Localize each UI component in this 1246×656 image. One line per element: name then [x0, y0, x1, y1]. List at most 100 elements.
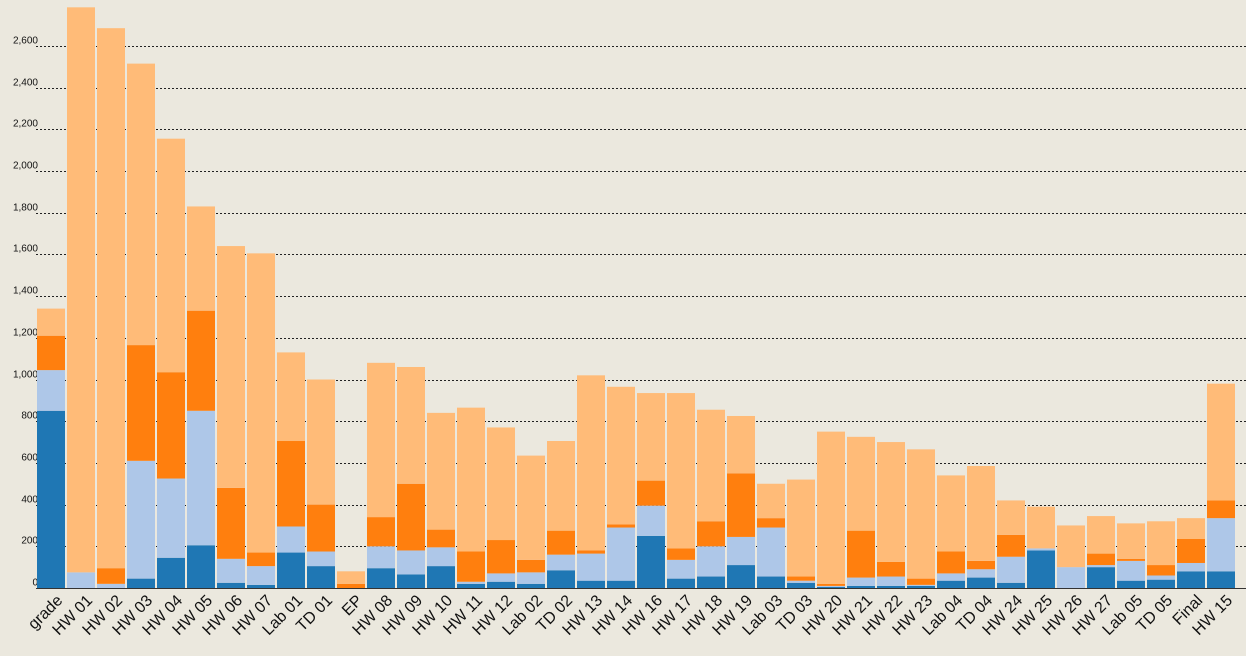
y-tick-label: 2,200	[13, 119, 38, 130]
y-tick-label: 400	[21, 495, 38, 506]
bar-segment	[817, 586, 845, 588]
bar-segment	[277, 352, 305, 442]
y-tick-label: 2,600	[13, 36, 38, 47]
bar-segment	[547, 570, 575, 588]
bar-segment	[217, 558, 245, 583]
bar-segment	[427, 529, 455, 548]
bar-segment	[367, 546, 395, 569]
bar-segment	[667, 393, 695, 549]
bar-segment	[607, 580, 635, 588]
bar-segment	[97, 568, 125, 584]
bar-segment	[907, 578, 935, 585]
bar-segment	[187, 310, 215, 411]
bar-segment	[337, 583, 365, 588]
bar-segment	[457, 551, 485, 582]
bar-segment	[1087, 516, 1115, 554]
bar-segment	[847, 585, 875, 588]
bar-segment	[1117, 580, 1145, 588]
y-tick-label: 2,000	[13, 161, 38, 172]
y-tick-label: 1,800	[13, 203, 38, 214]
y-axis: 0 200 400 600 800 1,000 1,200 1,400 1,600 1,800 2,…	[13, 36, 38, 589]
bar-segment	[457, 583, 485, 588]
bar-segment	[547, 441, 575, 531]
bar-segment	[757, 518, 785, 528]
bar-segment	[517, 583, 545, 588]
bar-segment	[427, 566, 455, 588]
bar-segment	[367, 517, 395, 547]
y-tick-label: 1,200	[13, 328, 38, 339]
bar-segment	[277, 526, 305, 553]
bar-segment	[487, 540, 515, 574]
bar-segment	[577, 550, 605, 554]
bar-segment	[277, 552, 305, 588]
bar-segment	[967, 466, 995, 561]
bar-segment	[397, 574, 425, 588]
bar-segment	[127, 578, 155, 588]
y-tick-label: 800	[21, 411, 38, 422]
bar-segment	[1147, 565, 1175, 576]
bar-segment	[607, 527, 635, 581]
bar-segment	[727, 415, 755, 474]
bar-segment	[1117, 523, 1145, 559]
bar-segment	[277, 441, 305, 527]
bar-segment	[997, 500, 1025, 535]
bar-segment	[697, 521, 725, 547]
bar-segment	[127, 345, 155, 461]
bar-segment	[247, 584, 275, 588]
bar-segment	[847, 530, 875, 578]
bar-segment	[397, 483, 425, 551]
bar-segment	[727, 536, 755, 566]
bar-segment	[787, 479, 815, 577]
bar-segment	[1207, 383, 1235, 501]
bar-segment	[187, 206, 215, 311]
bar-segment	[1207, 571, 1235, 588]
bar-segment	[907, 585, 935, 588]
bar-segment	[667, 559, 695, 579]
bar-segment	[127, 63, 155, 346]
bar-segment	[337, 571, 365, 584]
bar-segment	[727, 473, 755, 537]
bars	[37, 7, 1235, 588]
bar-segment	[697, 576, 725, 588]
bar-segment	[1027, 550, 1055, 588]
bar-segment	[727, 565, 755, 588]
bar-segment	[997, 582, 1025, 588]
bar-segment	[877, 442, 905, 562]
bar-segment	[487, 581, 515, 588]
bar-segment	[1117, 558, 1145, 561]
bar-segment	[667, 548, 695, 560]
bar-segment	[157, 557, 185, 588]
y-tick-label: 1,000	[13, 370, 38, 381]
bar-segment	[67, 7, 95, 573]
bar-segment	[487, 573, 515, 582]
bar-segment	[487, 427, 515, 541]
bar-segment	[1207, 500, 1235, 519]
bar-segment	[757, 576, 785, 588]
bar-segment	[247, 552, 275, 567]
bar-segment	[1117, 560, 1145, 581]
y-tick-label: 0	[32, 578, 38, 589]
bar-segment	[967, 560, 995, 570]
bar-segment	[367, 568, 395, 588]
bar-segment	[1147, 575, 1175, 580]
bar-segment	[1177, 571, 1205, 588]
bar-segment	[787, 580, 815, 583]
bar-segment	[127, 460, 155, 579]
bar-segment	[37, 370, 65, 411]
bar-segment	[517, 455, 545, 560]
bar-segment	[1177, 518, 1205, 540]
bar-segment	[397, 550, 425, 575]
bar-segment	[967, 569, 995, 578]
bar-segment	[157, 478, 185, 558]
bar-segment	[67, 572, 95, 588]
bar-segment	[607, 386, 635, 525]
bar-segment	[427, 412, 455, 530]
bar-segment	[307, 504, 335, 552]
bar-segment	[307, 379, 335, 505]
bar-segment	[937, 580, 965, 588]
bar-segment	[1057, 525, 1085, 568]
bar-segment	[997, 534, 1025, 557]
bar-segment	[907, 449, 935, 579]
bar-segment	[787, 576, 815, 581]
